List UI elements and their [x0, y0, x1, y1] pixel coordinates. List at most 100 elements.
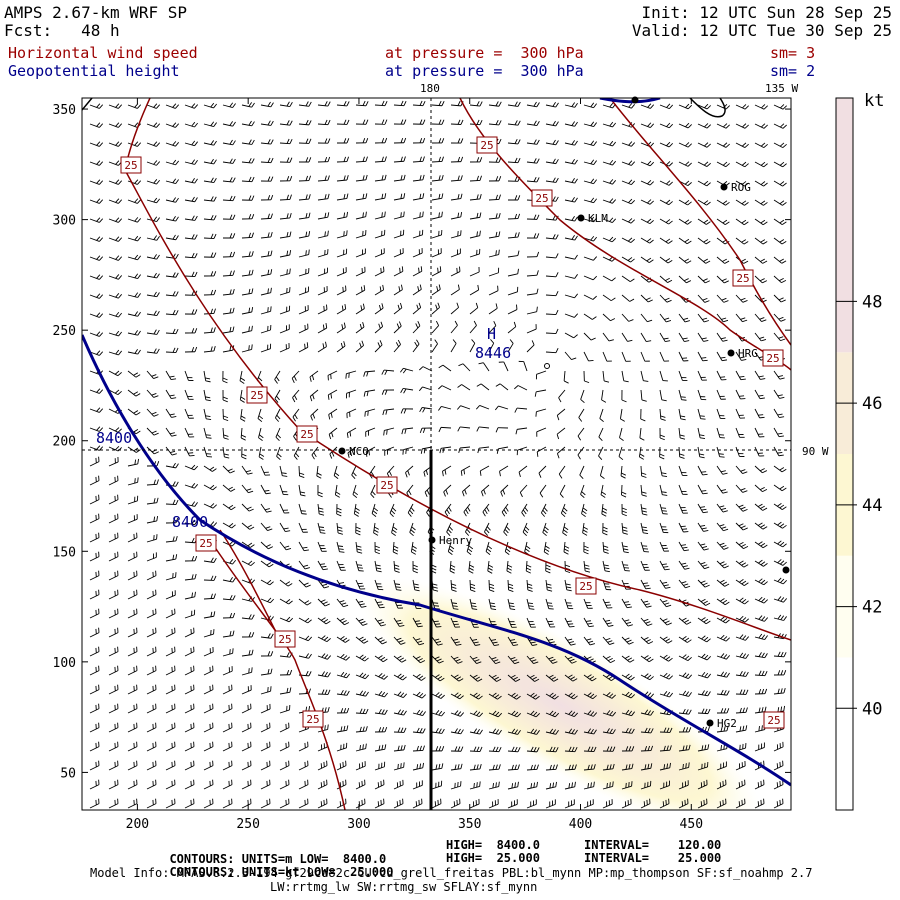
- wind-barb: [479, 465, 490, 476]
- wind-barb: [298, 635, 313, 642]
- wind-barb: [127, 254, 141, 261]
- wind-barb: [564, 655, 577, 664]
- wind-barb: [543, 541, 550, 555]
- wind-barb: [621, 122, 636, 128]
- wind-barb: [773, 540, 787, 548]
- wind-barb: [279, 342, 290, 353]
- wind-barb: [754, 688, 768, 695]
- wind-barb: [602, 351, 612, 362]
- wind-barb: [355, 285, 366, 296]
- forecast-hour: Fcst: 48 h: [4, 21, 120, 40]
- wind-barb: [507, 799, 518, 809]
- wind-barb: [507, 598, 516, 610]
- wind-barb: [640, 389, 647, 402]
- y-tick-label: 100: [53, 656, 76, 671]
- wind-barb: [678, 256, 692, 264]
- wind-barb: [535, 408, 547, 417]
- wind-barb: [754, 123, 768, 129]
- wind-barb: [507, 213, 521, 220]
- wind-barb: [697, 484, 708, 495]
- wind-barb: [545, 598, 554, 610]
- wind-barb: [640, 199, 654, 205]
- wind-barb: [431, 780, 443, 790]
- wind-barb: [640, 370, 649, 382]
- wind-barb: [469, 266, 480, 277]
- wind-barb: [108, 370, 122, 377]
- wind-barb: [317, 635, 331, 643]
- wind-barb: [222, 158, 236, 164]
- wind-barb: [203, 102, 218, 109]
- wind-barb: [127, 330, 141, 336]
- wind-barb: [754, 256, 768, 264]
- wind-barb: [336, 304, 347, 315]
- wind-barb: [678, 275, 692, 284]
- wind-barbs: [89, 100, 788, 809]
- wind-barb: [89, 217, 104, 223]
- wind-barb: [275, 427, 281, 442]
- wind-barb: [241, 139, 255, 145]
- wind-barb: [355, 100, 369, 107]
- wind-barb: [317, 522, 326, 534]
- wind-barb: [450, 339, 457, 353]
- wind-barb: [526, 746, 540, 753]
- wind-barb: [374, 284, 385, 296]
- wind-barb: [146, 348, 160, 354]
- wind-barb: [108, 513, 119, 524]
- wind-barb: [560, 503, 568, 518]
- wind-barb: [621, 655, 635, 663]
- wind-barb: [393, 248, 404, 258]
- wind-barb: [317, 193, 330, 201]
- wind-barb: [735, 652, 749, 659]
- wind-barb: [127, 551, 138, 562]
- wind-barb: [146, 370, 159, 379]
- wind-barb: [298, 798, 309, 809]
- wind-barb: [317, 798, 328, 809]
- wind-barb: [384, 446, 395, 456]
- wind-barb: [602, 560, 610, 573]
- y-tick-label: 250: [53, 324, 76, 339]
- wind-barb: [165, 272, 179, 278]
- wind-barb: [108, 330, 123, 337]
- wind-barb: [538, 465, 547, 478]
- wind-barb: [336, 248, 348, 258]
- wind-barb: [317, 560, 328, 571]
- wind-barb: [279, 465, 288, 477]
- wind-barb: [545, 139, 559, 146]
- wind-barb: [260, 686, 272, 695]
- wind-barb: [678, 218, 692, 225]
- wind-barb: [514, 407, 528, 413]
- wind-barb: [222, 594, 236, 601]
- wind-barb: [127, 684, 138, 695]
- wind-barb: [146, 197, 161, 204]
- wind-barb: [260, 269, 273, 277]
- wind-barb: [203, 252, 217, 258]
- wind-barb: [127, 370, 141, 378]
- wind-barb: [203, 665, 214, 676]
- wind-barb: [773, 446, 784, 457]
- wind-barb: [488, 321, 497, 334]
- wind-barb: [754, 313, 767, 322]
- speed-contour-label: 25: [246, 386, 268, 404]
- x-tick-label: 450: [680, 817, 703, 832]
- wind-barb: [678, 690, 692, 697]
- wind-barb: [108, 293, 123, 299]
- wind-barb: [222, 389, 228, 403]
- wind-barb: [222, 666, 233, 676]
- wind-barb: [545, 728, 559, 735]
- wind-barb: [279, 231, 292, 239]
- wind-barb: [678, 708, 692, 715]
- wind-barb: [583, 178, 597, 185]
- wind-barb: [536, 427, 547, 437]
- wind-barb: [621, 746, 635, 752]
- wind-barb: [222, 630, 235, 638]
- wind-barb: [488, 728, 502, 735]
- wind-barb: [393, 174, 406, 182]
- wind-barb: [412, 798, 423, 809]
- wind-barb: [203, 484, 217, 491]
- wind-barb: [146, 272, 160, 279]
- wind-barb: [260, 597, 275, 604]
- wind-barb: [442, 465, 452, 477]
- wind-barb: [450, 156, 464, 163]
- wind-barb: [716, 653, 731, 660]
- wind-barb: [754, 615, 769, 622]
